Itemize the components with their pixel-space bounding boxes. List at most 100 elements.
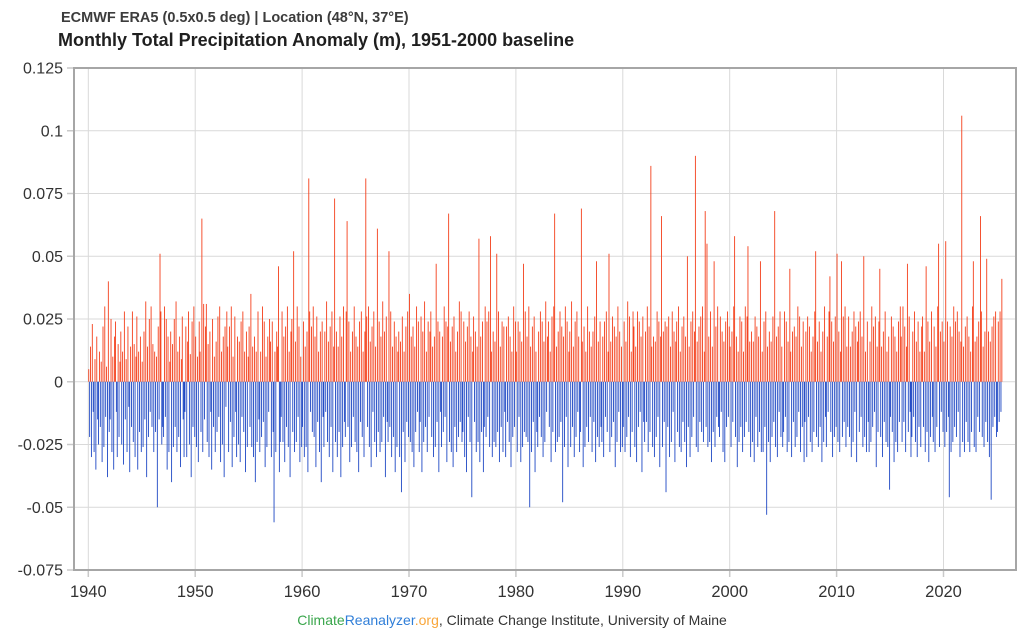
- month-bar: [193, 306, 195, 382]
- month-bar: [775, 381, 777, 448]
- footer-link-climate[interactable]: Climate: [297, 612, 345, 628]
- month-bar: [907, 381, 909, 432]
- month-bar: [471, 381, 473, 498]
- month-bar: [340, 381, 342, 478]
- month-bar: [910, 381, 912, 458]
- month-bar: [283, 336, 285, 382]
- month-bar: [135, 356, 137, 382]
- month-bar: [533, 316, 535, 382]
- month-bar: [857, 321, 859, 382]
- month-bar: [699, 381, 701, 422]
- month-bar: [829, 276, 831, 382]
- month-bar: [137, 381, 139, 470]
- month-bar: [295, 381, 297, 442]
- month-bar: [262, 381, 264, 422]
- month-bar: [410, 336, 412, 382]
- month-bar: [429, 331, 431, 382]
- month-bar: [339, 316, 341, 382]
- month-bar: [588, 381, 589, 442]
- month-bar: [906, 346, 907, 382]
- month-bar: [489, 381, 491, 448]
- month-bar: [988, 331, 989, 382]
- month-bar: [565, 381, 567, 417]
- month-bar: [468, 311, 470, 382]
- month-bar: [868, 381, 870, 453]
- month-bar: [90, 346, 91, 382]
- month-bar: [421, 381, 423, 473]
- month-bar: [125, 359, 127, 382]
- month-bar: [682, 381, 684, 422]
- month-bar: [175, 301, 177, 382]
- month-bar: [777, 326, 779, 382]
- month-bar: [690, 321, 692, 382]
- month-bar: [315, 381, 317, 468]
- month-bar: [917, 321, 919, 382]
- month-bar: [992, 381, 994, 427]
- month-bar: [686, 381, 687, 468]
- y-axis-tick-label: 0.075: [23, 186, 63, 203]
- month-bar: [507, 316, 509, 382]
- month-bar: [463, 321, 465, 382]
- month-bar: [394, 381, 396, 473]
- month-bar: [642, 316, 644, 382]
- month-bar: [312, 306, 314, 382]
- month-bar: [841, 261, 842, 382]
- month-bar: [863, 256, 865, 382]
- month-bar: [194, 381, 196, 437]
- month-bar: [810, 351, 812, 382]
- month-bar: [585, 351, 587, 382]
- month-bar: [216, 381, 218, 432]
- month-bar: [156, 356, 157, 382]
- month-bar: [515, 351, 517, 382]
- month-bar: [376, 381, 377, 458]
- month-bar: [746, 316, 748, 382]
- month-bar: [117, 344, 119, 382]
- month-bar: [951, 336, 953, 382]
- month-bar: [398, 331, 400, 382]
- month-bar: [416, 306, 418, 382]
- month-bar: [357, 346, 359, 382]
- month-bar: [694, 331, 695, 382]
- month-bar: [280, 381, 282, 417]
- month-bar: [264, 381, 266, 468]
- month-bar: [469, 381, 471, 442]
- month-bar: [945, 241, 947, 382]
- month-bar: [661, 216, 662, 382]
- month-bar: [231, 381, 233, 468]
- month-bar: [287, 381, 289, 448]
- month-bar: [493, 381, 495, 442]
- month-bar: [572, 346, 574, 382]
- month-bar: [150, 306, 152, 382]
- month-bar: [518, 381, 520, 417]
- month-bar: [480, 336, 482, 382]
- month-bar: [221, 381, 223, 445]
- footer-link-org[interactable]: .org: [414, 612, 439, 628]
- month-bar: [292, 381, 294, 432]
- month-bar: [602, 336, 604, 382]
- month-bar: [289, 381, 291, 478]
- footer-link-reanalyzer[interactable]: Reanalyzer: [344, 612, 415, 628]
- month-bar: [478, 238, 480, 382]
- month-bar: [294, 381, 295, 453]
- month-bar: [270, 341, 271, 382]
- month-bar: [555, 346, 557, 382]
- month-bar: [672, 381, 674, 412]
- month-bar: [153, 381, 155, 453]
- month-bar: [997, 321, 999, 382]
- month-bar: [389, 381, 391, 427]
- month-bar: [498, 311, 499, 382]
- month-bar: [644, 381, 646, 442]
- month-bar: [378, 321, 380, 382]
- x-axis-tick-label: 1950: [177, 583, 214, 601]
- month-bar: [435, 263, 437, 382]
- month-bar: [865, 381, 867, 453]
- month-bar: [461, 381, 463, 442]
- month-bar: [384, 381, 386, 478]
- month-bar: [278, 381, 280, 473]
- month-bar: [869, 341, 871, 382]
- month-bar: [811, 381, 813, 453]
- month-bar: [721, 331, 723, 382]
- month-bar: [781, 346, 783, 382]
- month-bar: [475, 381, 477, 453]
- month-bar: [391, 381, 393, 458]
